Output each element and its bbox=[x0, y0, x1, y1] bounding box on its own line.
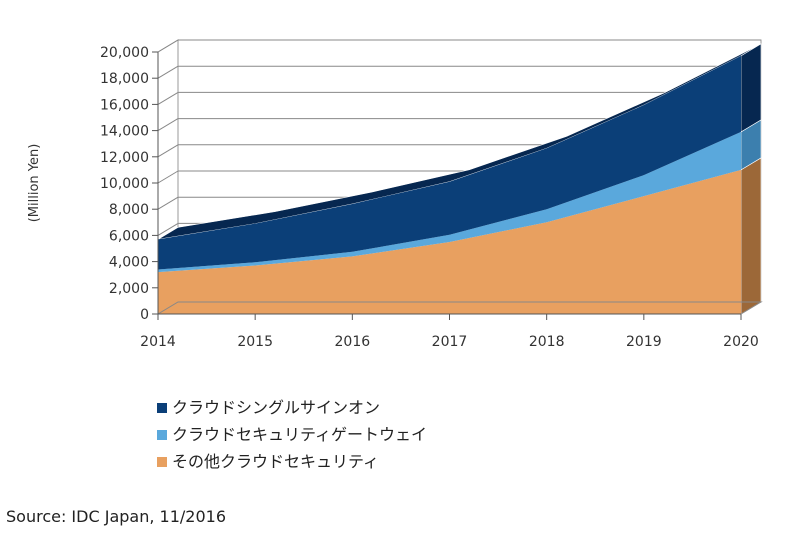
area-end-face bbox=[740, 157, 762, 315]
y-tick-label: 4,000 bbox=[109, 255, 149, 271]
x-tick-label: 2018 bbox=[529, 334, 565, 350]
gridline-side bbox=[157, 118, 179, 132]
area-end-face bbox=[740, 43, 762, 133]
gridline-side bbox=[157, 222, 179, 236]
x-tick-label: 2016 bbox=[335, 334, 371, 350]
y-tick-label: 8,000 bbox=[109, 202, 149, 218]
area-series bbox=[157, 43, 762, 315]
gridline-side bbox=[157, 65, 179, 79]
y-tick-label: 20,000 bbox=[100, 45, 149, 61]
axes: 0 2,000 4,000 6,000 8,000 10,000 12,000 14,000 1… bbox=[100, 45, 763, 350]
gridline-side bbox=[157, 91, 179, 105]
y-tick-label: 10,000 bbox=[100, 176, 149, 192]
area-series-2 bbox=[158, 55, 741, 270]
y-tick-label: 0 bbox=[140, 307, 149, 323]
gridline-side bbox=[157, 170, 179, 184]
y-tick-label: 14,000 bbox=[100, 124, 149, 140]
legend: クラウドシングルサインオンクラウドセキュリティゲートウェイその他クラウドセキュリ… bbox=[157, 398, 427, 471]
legend-label: クラウドセキュリティゲートウェイ bbox=[172, 425, 427, 444]
legend-swatch bbox=[157, 430, 167, 440]
legend-swatch bbox=[157, 457, 167, 467]
gridline-side bbox=[157, 196, 179, 210]
y-axis-label: (Million Yen) bbox=[27, 144, 42, 223]
x-tick-label: 2019 bbox=[626, 334, 662, 350]
gridline-side bbox=[157, 144, 179, 158]
y-tick-label: 2,000 bbox=[109, 281, 149, 297]
stacked-area-chart: 0 2,000 4,000 6,000 8,000 10,000 12,000 14,000 1… bbox=[27, 39, 763, 471]
y-tick-label: 16,000 bbox=[100, 97, 149, 113]
legend-label: その他クラウドセキュリティ bbox=[172, 452, 379, 471]
y-tick-label: 18,000 bbox=[100, 71, 149, 87]
x-tick-label: 2017 bbox=[432, 334, 468, 350]
legend-label: クラウドシングルサインオン bbox=[172, 398, 380, 417]
y-tick-label: 12,000 bbox=[100, 150, 149, 166]
y-tick-label: 6,000 bbox=[109, 228, 149, 244]
x-tick-label: 2015 bbox=[237, 334, 273, 350]
gridline-side bbox=[157, 39, 179, 53]
legend-swatch bbox=[157, 403, 167, 413]
x-tick-label: 2020 bbox=[723, 334, 759, 350]
source-note: Source: IDC Japan, 11/2016 bbox=[6, 507, 226, 526]
x-tick-label: 2014 bbox=[140, 334, 176, 350]
